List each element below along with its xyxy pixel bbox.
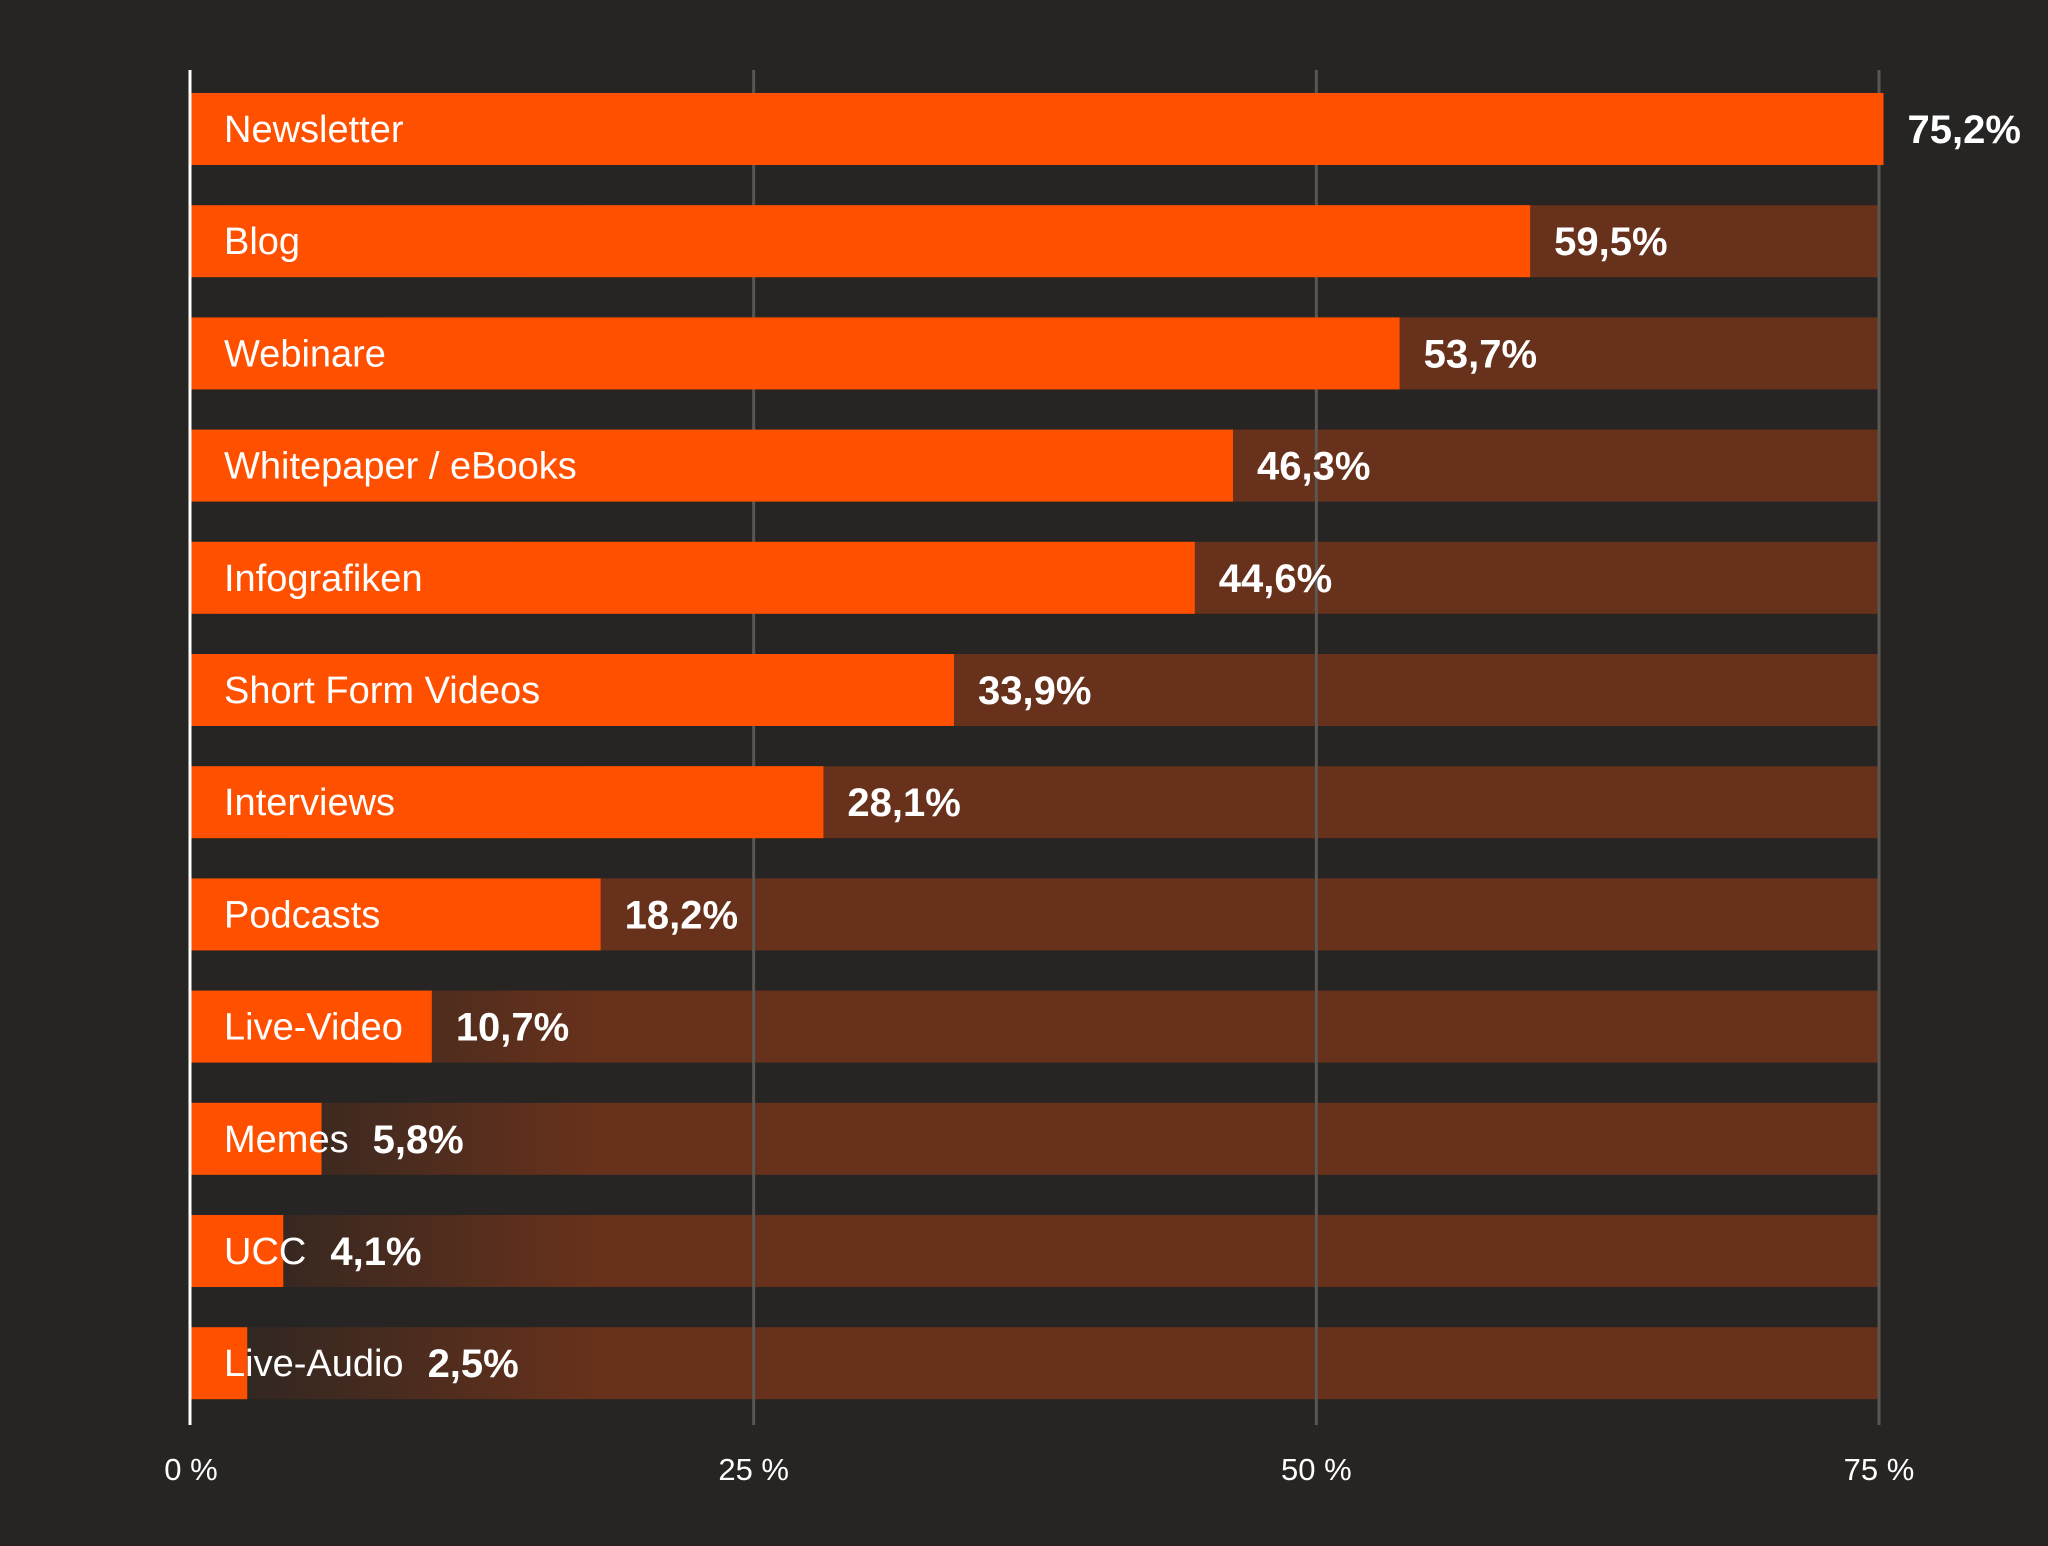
x-tick-label: 25 %: [718, 1452, 789, 1487]
x-tick-label: 50 %: [1281, 1452, 1352, 1487]
bar: [191, 878, 601, 951]
category-label: Live-Video: [224, 1007, 403, 1049]
category-label: Short Form Videos: [224, 670, 540, 712]
left-fade-overlay: [191, 70, 591, 1425]
value-label: 10,7%: [456, 1006, 569, 1050]
value-label: 53,7%: [1424, 332, 1537, 376]
axes: 0 % 25 % 50 % 75 %: [164, 70, 1914, 1487]
bar: [191, 1327, 248, 1400]
bar: [191, 541, 1195, 614]
category-label: UCC: [224, 1231, 306, 1273]
bar: [191, 317, 1400, 390]
category-label: Podcasts: [224, 894, 380, 936]
bar: [191, 429, 1234, 502]
category-label: Interviews: [224, 782, 395, 824]
value-label: 44,6%: [1219, 557, 1332, 601]
value-label: 18,2%: [625, 893, 738, 937]
fade-gradient: [191, 70, 591, 1425]
category-label: Memes: [224, 1119, 349, 1161]
bar: [191, 766, 824, 839]
category-label: Webinare: [224, 333, 386, 375]
value-label: 46,3%: [1257, 445, 1370, 489]
value-label: 4,1%: [330, 1230, 421, 1274]
bars: [191, 93, 1884, 1400]
category-label: Whitepaper / eBooks: [224, 446, 577, 488]
bar-labels: Newsletter 75,2% Blog 59,5% Webinare 53,7% Whi…: [224, 108, 2021, 1386]
value-label: 2,5%: [428, 1342, 519, 1386]
x-tick-label: 0 %: [164, 1452, 217, 1487]
category-label: Blog: [224, 221, 300, 263]
value-label: 33,9%: [978, 669, 1091, 713]
bar: [191, 93, 1884, 165]
gridlines: [752, 70, 1881, 1425]
bar: [191, 1102, 322, 1175]
value-label: 28,1%: [847, 781, 960, 825]
bar: [191, 1215, 284, 1287]
category-label: Infografiken: [224, 558, 423, 600]
x-tick-label: 75 %: [1844, 1452, 1915, 1487]
value-label: 59,5%: [1554, 220, 1667, 264]
value-label: 75,2%: [1908, 108, 2021, 152]
category-label: Live-Audio: [224, 1343, 404, 1385]
category-label: Newsletter: [224, 109, 404, 151]
bar: [191, 205, 1531, 278]
bar: [191, 654, 954, 726]
bar: [191, 990, 432, 1063]
value-label: 5,8%: [373, 1118, 464, 1162]
